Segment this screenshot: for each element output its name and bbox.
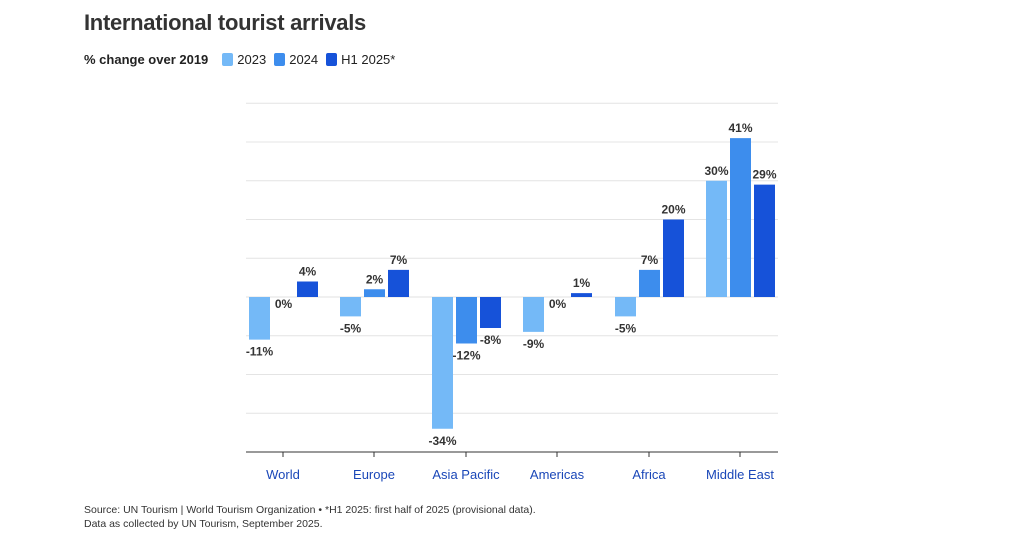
data-label: 7% — [390, 253, 408, 267]
x-tick-label: Europe — [353, 467, 395, 482]
data-label: 20% — [661, 203, 685, 217]
chart-title: International tourist arrivals — [84, 10, 366, 35]
legend-swatch-2024 — [274, 53, 286, 66]
data-label: -9% — [523, 337, 545, 351]
legend-item-2023: 2023 — [222, 52, 266, 67]
bar-europe-0 — [340, 297, 361, 317]
data-note-line: Data as collected by UN Tourism, Septemb… — [84, 518, 323, 530]
legend-item-2024: 2024 — [274, 52, 318, 67]
data-label: 29% — [752, 168, 776, 182]
bar-world-2 — [297, 281, 318, 297]
data-label: 7% — [641, 253, 659, 267]
source-line: Source: UN Tourism | World Tourism Organ… — [84, 504, 536, 516]
legend-label-h1-2025: H1 2025* — [341, 52, 396, 67]
data-label: 1% — [573, 276, 591, 290]
data-label: 41% — [728, 121, 752, 135]
x-tick-label: Americas — [530, 467, 585, 482]
bar-europe-1 — [364, 289, 385, 297]
data-label: 4% — [299, 265, 317, 279]
legend-label-2024: 2024 — [289, 52, 319, 67]
bar-asia-pacific-2 — [480, 297, 501, 328]
bar-asia-pacific-0 — [432, 297, 453, 429]
bar-americas-2 — [571, 293, 592, 297]
legend-swatch-2023 — [222, 53, 234, 66]
bar-africa-2 — [663, 219, 684, 297]
x-tick-label: Africa — [632, 467, 666, 482]
bar-americas-0 — [523, 297, 544, 332]
bar-world-0 — [249, 297, 270, 340]
data-label: -11% — [246, 345, 274, 359]
data-label: -8% — [480, 333, 502, 347]
x-tick-label: World — [266, 467, 300, 482]
source-note: Source: UN Tourism | World Tourism Organ… — [84, 503, 536, 531]
legend-item-h1-2025: H1 2025* — [326, 52, 395, 67]
bar-middle-east-1 — [730, 138, 751, 297]
bar-africa-0 — [615, 297, 636, 317]
data-label: -5% — [340, 321, 362, 335]
data-label: 2% — [366, 272, 384, 286]
data-label: 0% — [549, 297, 567, 311]
bar-asia-pacific-1 — [456, 297, 477, 344]
bar-africa-1 — [639, 269, 660, 297]
legend: % change over 2019 2023 2024 H1 2025* — [84, 52, 403, 67]
bar-middle-east-0 — [706, 180, 727, 297]
data-label: -34% — [428, 434, 456, 448]
data-label: -12% — [452, 349, 480, 363]
x-tick-label: Middle East — [706, 467, 774, 482]
legend-label-2023: 2023 — [237, 52, 267, 67]
legend-swatch-h1-2025 — [326, 53, 338, 66]
bar-europe-2 — [388, 269, 409, 297]
data-label: 30% — [704, 164, 728, 178]
bar-middle-east-2 — [754, 184, 775, 297]
data-label: 0% — [275, 297, 293, 311]
data-label: -5% — [615, 321, 637, 335]
legend-title: % change over 2019 — [84, 52, 209, 67]
x-tick-label: Asia Pacific — [432, 467, 500, 482]
